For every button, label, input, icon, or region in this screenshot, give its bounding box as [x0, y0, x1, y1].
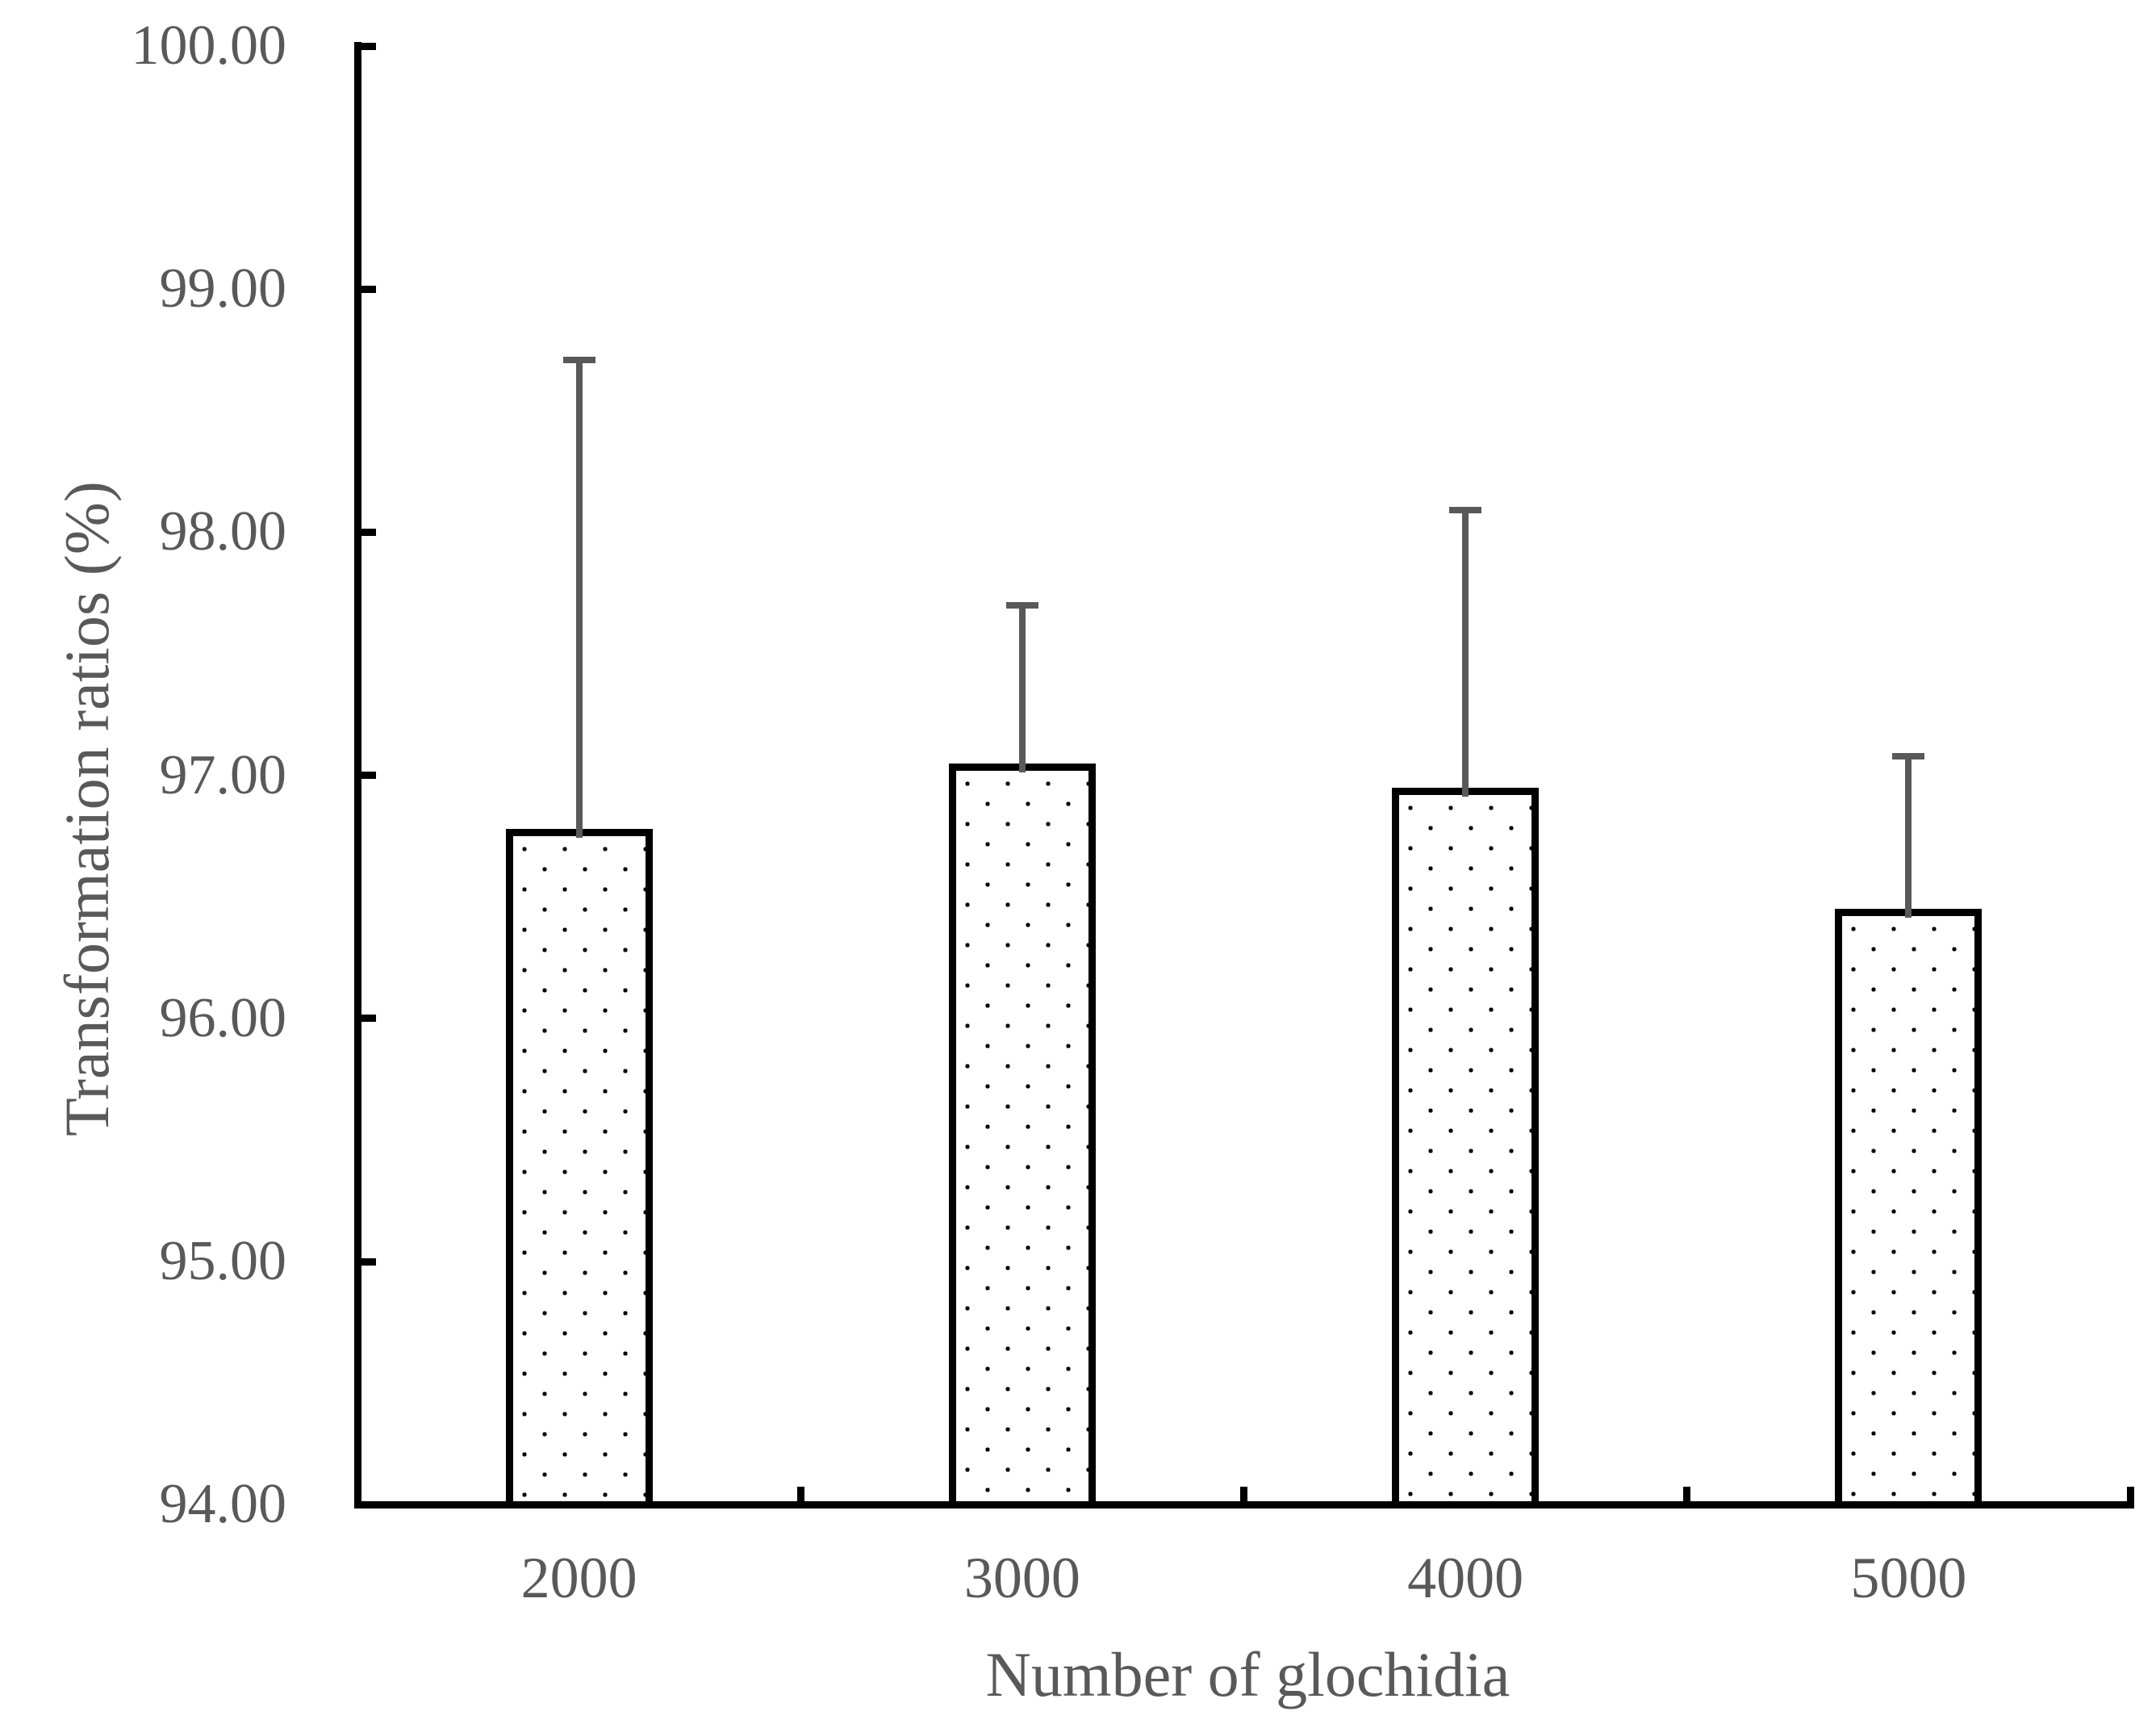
error-bar-line	[1462, 510, 1469, 797]
y-axis-line	[353, 42, 361, 1509]
error-bar-cap	[1892, 752, 1925, 759]
x-tick	[796, 1486, 804, 1501]
x-tick	[1240, 1486, 1247, 1501]
y-tick	[360, 528, 376, 536]
y-tick	[360, 1257, 376, 1266]
bar	[1392, 787, 1540, 1508]
error-bar-cap	[1449, 507, 1482, 514]
y-tick	[360, 285, 376, 293]
bar	[505, 828, 653, 1508]
x-tick-label: 5000	[1850, 1546, 1967, 1611]
y-tick-label: 100.00	[131, 15, 287, 77]
error-bar-line	[1018, 605, 1026, 772]
bar	[948, 763, 1096, 1508]
x-tick-label: 3000	[963, 1546, 1080, 1611]
y-tick	[360, 1015, 376, 1023]
error-bar-cap	[1005, 601, 1038, 609]
error-bar-cap	[562, 356, 595, 363]
x-tick-label: 2000	[520, 1546, 637, 1611]
x-tick	[1683, 1486, 1691, 1501]
y-tick	[360, 42, 376, 50]
x-tick	[2126, 1486, 2134, 1501]
y-tick-label: 96.00	[159, 986, 287, 1049]
y-tick-label: 95.00	[159, 1230, 287, 1292]
x-axis-line	[353, 1500, 2134, 1508]
error-bar-line	[575, 359, 583, 838]
y-tick	[360, 1500, 376, 1508]
y-tick-label: 97.00	[159, 743, 287, 806]
y-tick	[360, 772, 376, 780]
y-tick-label: 98.00	[159, 500, 287, 563]
x-tick-label: 4000	[1407, 1546, 1524, 1611]
y-tick-label: 94.00	[159, 1473, 287, 1536]
error-bar-line	[1905, 755, 1912, 918]
y-tick-label: 99.00	[159, 257, 287, 320]
x-axis-title: Number of glochidia	[985, 1639, 1510, 1709]
bar	[1835, 909, 1983, 1508]
